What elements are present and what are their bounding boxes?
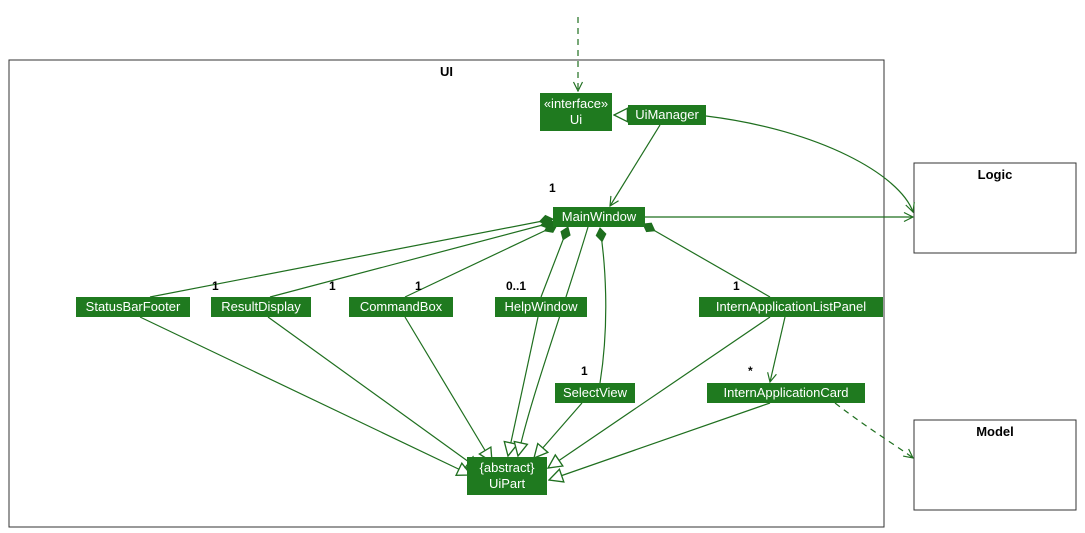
node-label-cmdbox: CommandBox <box>360 299 443 314</box>
package-ui <box>9 60 884 527</box>
node-label-status: StatusBarFooter <box>86 299 181 314</box>
edge-uimgr-logic <box>706 116 913 212</box>
mult-3: 1 <box>415 279 422 293</box>
edge-uimgr-mainw <box>610 125 660 206</box>
mult-7: * <box>748 364 753 378</box>
edge-cmd-part <box>405 317 492 462</box>
package-label-model: Model <box>976 424 1014 439</box>
node-label-listp: InternApplicationListPanel <box>716 299 866 314</box>
node-label-uimgr: UiManager <box>635 107 699 122</box>
package-label-ui: UI <box>440 64 453 79</box>
uml-diagram: UI Logic Model «interface»Ui UiManager MainW… <box>0 0 1085 533</box>
node-stereo-ui_if: «interface» <box>544 96 608 111</box>
edge-card-part <box>549 403 770 480</box>
mult-2: 1 <box>329 279 336 293</box>
node-label-ui_if: Ui <box>570 112 582 127</box>
edge-card-model <box>835 403 913 458</box>
edge-mainw-cmd <box>405 225 557 297</box>
mult-0: 1 <box>549 181 556 195</box>
edge-mainw-selv <box>600 228 606 383</box>
edge-mainw-part <box>518 227 588 456</box>
edges <box>140 17 913 480</box>
node-label-uipart: UiPart <box>489 476 526 491</box>
edge-mainw-help <box>541 227 568 297</box>
node-stereo-uipart: {abstract} <box>480 460 536 475</box>
node-label-helpw: HelpWindow <box>505 299 579 314</box>
nodes: «interface»Ui UiManager MainWindow StatusBa… <box>76 93 883 495</box>
mult-6: 1 <box>581 364 588 378</box>
mult-1: 1 <box>212 279 219 293</box>
node-label-result: ResultDisplay <box>221 299 301 314</box>
mult-4: 0..1 <box>506 279 526 293</box>
multiplicities: 1 1 1 1 0..1 1 1 * <box>212 181 753 378</box>
node-label-card: InternApplicationCard <box>723 385 848 400</box>
node-label-selv: SelectView <box>563 385 628 400</box>
node-label-mainw: MainWindow <box>562 209 637 224</box>
edge-status-part <box>140 317 471 475</box>
package-label-logic: Logic <box>978 167 1013 182</box>
mult-5: 1 <box>733 279 740 293</box>
edge-mainw-listp <box>643 224 770 297</box>
edge-mainw-status <box>150 219 553 297</box>
edge-listp-card <box>770 317 785 382</box>
